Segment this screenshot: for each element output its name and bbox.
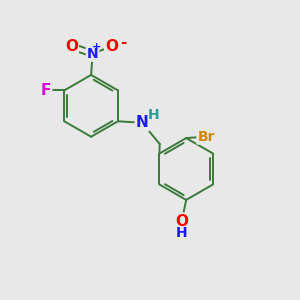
Text: N: N <box>87 47 98 61</box>
Text: H: H <box>148 107 160 122</box>
Text: +: + <box>92 42 101 52</box>
Text: H: H <box>176 226 188 240</box>
Text: N: N <box>136 115 148 130</box>
Text: O: O <box>105 39 118 54</box>
Text: O: O <box>65 39 78 54</box>
Text: -: - <box>120 35 126 50</box>
Text: F: F <box>41 83 51 98</box>
Text: O: O <box>175 214 188 229</box>
Text: Br: Br <box>197 130 215 144</box>
